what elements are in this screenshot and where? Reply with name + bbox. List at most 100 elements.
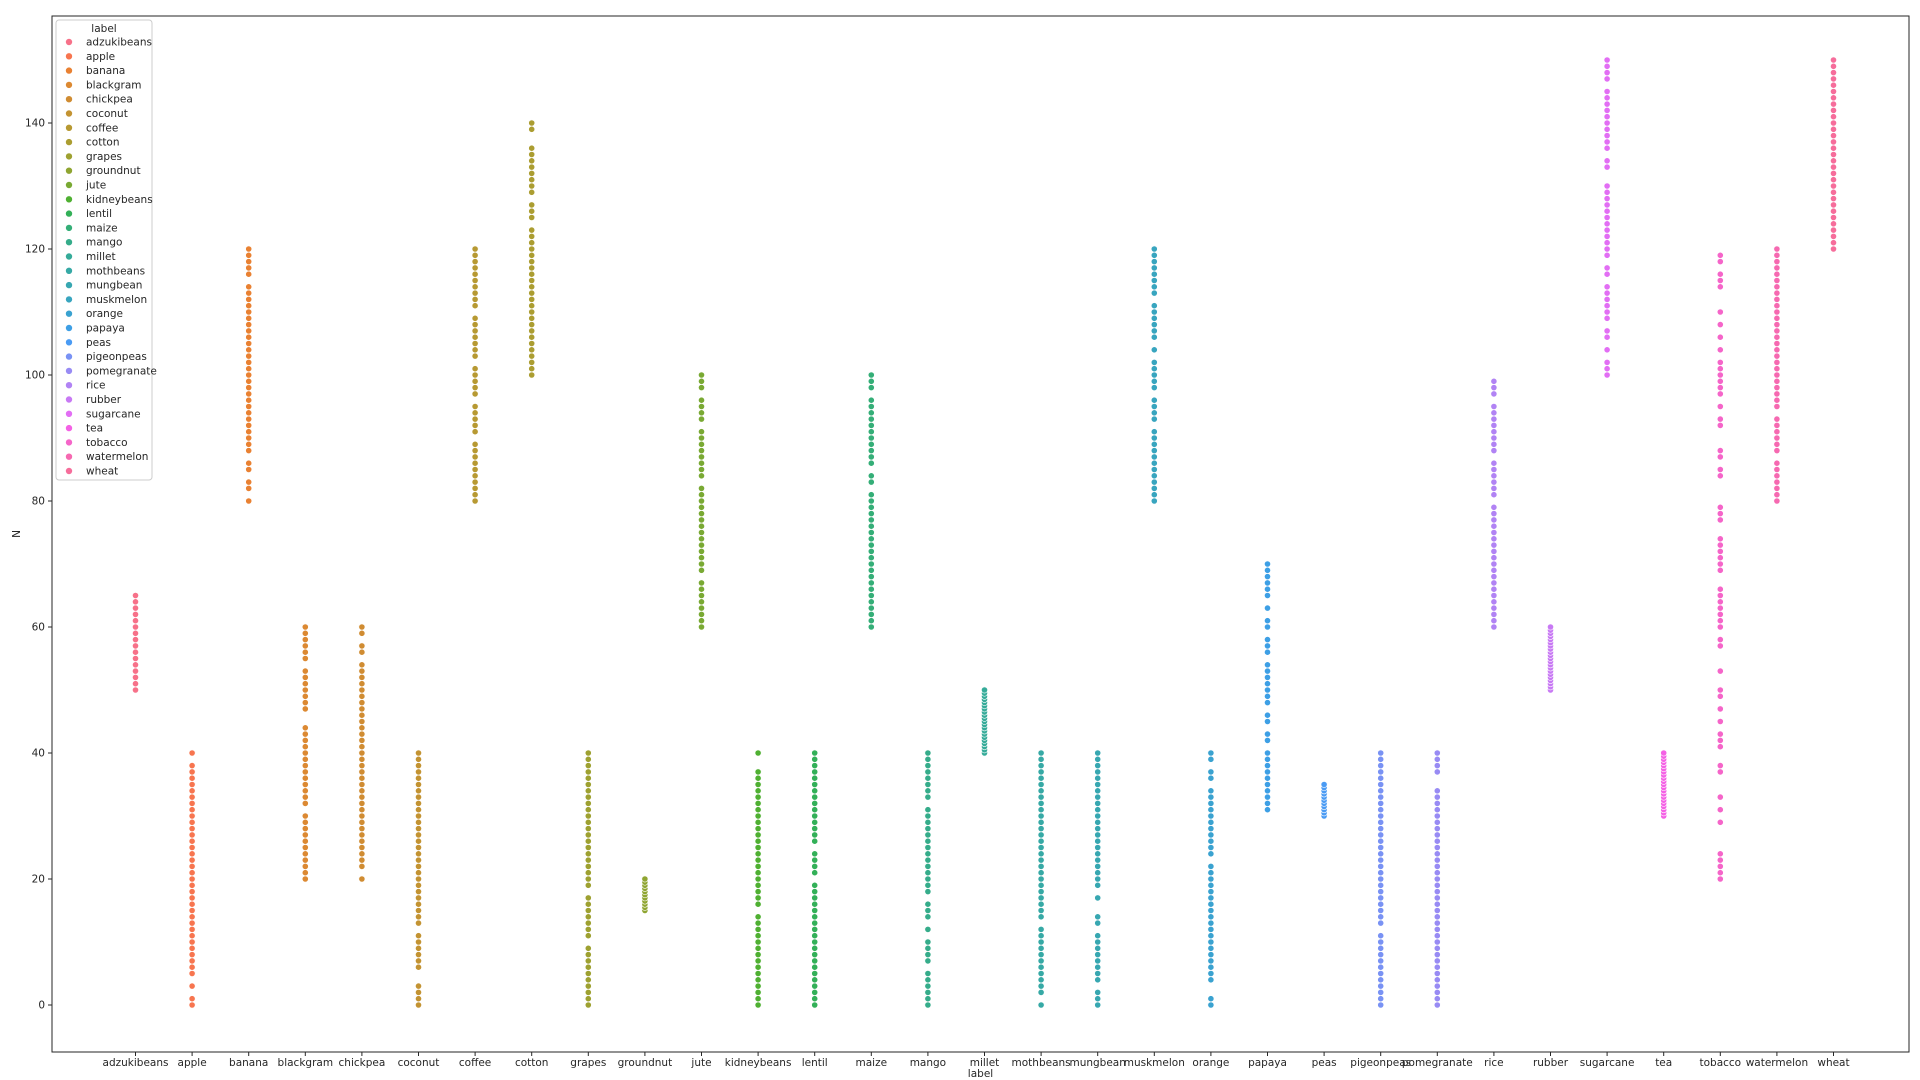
point (1264, 566, 1271, 574)
point (528, 157, 536, 165)
point (698, 428, 705, 436)
legend-label: apple (86, 51, 115, 63)
point (528, 151, 536, 158)
point (1377, 781, 1385, 788)
point (1264, 604, 1271, 612)
point (188, 957, 196, 965)
y-tick-label: 0 (38, 1000, 45, 1012)
point (1264, 667, 1271, 675)
point (471, 264, 479, 272)
point (415, 869, 422, 877)
point (528, 308, 536, 316)
point (1264, 755, 1271, 763)
point (584, 919, 592, 927)
point (471, 346, 479, 354)
point (867, 396, 875, 404)
point (1490, 459, 1498, 467)
point (1207, 755, 1215, 763)
point (1037, 774, 1045, 782)
point (188, 768, 196, 776)
point (924, 856, 932, 864)
point (1377, 900, 1385, 908)
point (358, 686, 366, 694)
point (471, 314, 479, 322)
point (1603, 314, 1611, 322)
point (415, 800, 422, 807)
x-tick-label: maize (856, 1057, 888, 1069)
point (1660, 749, 1668, 757)
x-tick-label: banana (229, 1057, 268, 1069)
point (188, 944, 196, 952)
point (1716, 768, 1724, 776)
point (1433, 995, 1441, 1003)
point (1716, 560, 1724, 568)
point (301, 705, 309, 713)
x-tick-label: rice (1484, 1057, 1503, 1069)
point (358, 781, 366, 788)
point (1037, 989, 1045, 996)
point (1773, 302, 1781, 310)
legend-marker (65, 438, 73, 447)
point (811, 926, 819, 933)
x-tick-label: sugarcane (1580, 1057, 1635, 1069)
point (1264, 730, 1271, 738)
point (1433, 850, 1441, 858)
point (1773, 333, 1781, 341)
point (188, 1001, 196, 1009)
point (245, 484, 253, 492)
point (811, 762, 819, 769)
point (1094, 881, 1102, 889)
point (584, 768, 592, 776)
point (1094, 818, 1102, 826)
point (1433, 875, 1441, 883)
x-tick-label: grapes (570, 1057, 606, 1069)
point (245, 371, 253, 379)
point (1037, 982, 1045, 990)
point (1433, 856, 1441, 864)
point (301, 686, 309, 694)
point (641, 875, 649, 883)
point (415, 768, 422, 776)
point (1037, 869, 1045, 877)
point (754, 787, 762, 795)
point (1037, 844, 1045, 851)
point (811, 869, 819, 877)
point (1433, 793, 1441, 801)
point (584, 850, 592, 858)
point (358, 812, 366, 820)
point (1037, 944, 1045, 952)
series-blackgram (301, 623, 309, 883)
point (1490, 617, 1498, 625)
point (245, 497, 253, 505)
point (1094, 913, 1102, 921)
point (1773, 472, 1781, 480)
point (1603, 113, 1611, 121)
point (924, 938, 932, 946)
point (1150, 289, 1158, 297)
point (1490, 535, 1498, 543)
point (1037, 863, 1045, 870)
point (358, 724, 366, 732)
point (698, 484, 705, 492)
point (1716, 346, 1724, 354)
point (188, 869, 196, 877)
point (924, 951, 932, 958)
legend-item: wheat (65, 466, 118, 478)
point (471, 258, 479, 265)
point (1433, 844, 1441, 851)
point (1603, 365, 1611, 373)
point (754, 976, 762, 984)
point (1037, 932, 1045, 940)
point (1433, 900, 1441, 908)
legend-item: pomegranate (65, 365, 157, 377)
point (132, 604, 139, 612)
point (1716, 730, 1724, 738)
point (1433, 989, 1441, 996)
point (1830, 107, 1837, 114)
point (1716, 566, 1724, 574)
point (1433, 944, 1441, 952)
legend-label: banana (86, 65, 125, 77)
legend-label: lentil (86, 208, 112, 220)
point (471, 447, 479, 454)
point (584, 781, 592, 788)
